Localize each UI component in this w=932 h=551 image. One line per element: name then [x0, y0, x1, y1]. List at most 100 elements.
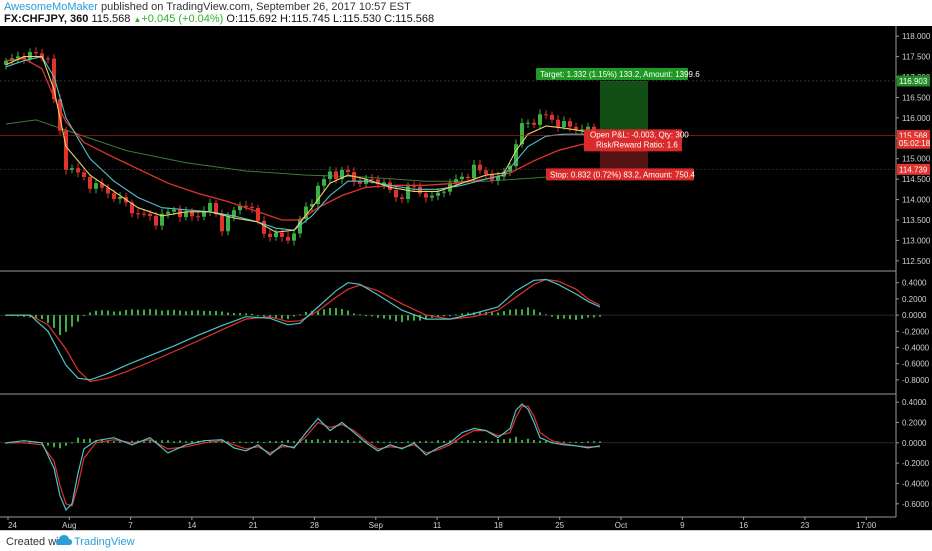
up-arrow-icon: ▲ [133, 15, 142, 24]
price-tick-label: 113.500 [902, 216, 931, 225]
macd-histogram-bar [95, 310, 97, 316]
candle [256, 207, 260, 221]
osc-histogram-bar [53, 442, 55, 448]
candle [250, 206, 254, 208]
osc-histogram-bar [59, 442, 61, 449]
macd-histogram-bar [203, 310, 205, 316]
macd-histogram-bar [77, 315, 79, 322]
macd-histogram-bar [233, 312, 235, 316]
osc-histogram-bar [431, 441, 433, 443]
macd-histogram-bar [209, 311, 211, 316]
candle [280, 232, 284, 237]
macd-histogram-bar [407, 315, 409, 321]
candle [370, 178, 374, 180]
candle [64, 130, 68, 170]
price-badge-label: 05:02:18 [899, 139, 931, 148]
macd-histogram-bar [533, 309, 535, 316]
macd-histogram-bar [341, 309, 343, 316]
candle [220, 214, 224, 232]
price-tick-label: 114.500 [902, 175, 931, 184]
macd-histogram-bar [413, 315, 415, 321]
x-tick-label: 24 [8, 521, 17, 530]
osc-histogram-bar [275, 441, 277, 443]
candle [406, 186, 410, 199]
oscillator-tick-label: -0.2000 [902, 459, 930, 468]
candle [142, 213, 146, 215]
macd-histogram-bar [497, 312, 499, 316]
candle [28, 52, 32, 60]
osc-histogram-bar [527, 438, 529, 443]
macd-histogram-bar [365, 315, 367, 317]
osc-histogram-bar [131, 440, 133, 443]
macd-signal-line [6, 278, 601, 383]
candle [430, 195, 434, 198]
macd-histogram-bar [305, 311, 307, 316]
osc-histogram-bar [353, 441, 355, 443]
osc-histogram-bar [65, 442, 67, 446]
candle [424, 193, 428, 198]
candle [136, 213, 140, 215]
candle [190, 211, 194, 217]
osc-histogram-bar [263, 441, 265, 443]
osc-histogram-bar [449, 440, 451, 443]
macd-histogram-bar [83, 315, 85, 317]
macd-histogram-bar [35, 315, 37, 319]
osc-histogram-bar [335, 440, 337, 443]
publish-info: published on TradingView.com, September … [101, 1, 411, 13]
chart-canvas[interactable]: 118.000117.500117.000116.500116.000115.5… [0, 26, 932, 530]
osc-histogram-bar [329, 439, 331, 443]
osc-histogram-bar [371, 441, 373, 443]
candle [562, 121, 566, 127]
macd-histogram-bar [479, 312, 481, 316]
candle [436, 192, 440, 196]
cloud-icon [56, 535, 72, 545]
candle [82, 172, 86, 177]
macd-histogram-bar [467, 312, 469, 316]
macd-histogram-bar [167, 310, 169, 316]
candle [130, 202, 134, 214]
macd-histogram-bar [569, 315, 571, 320]
macd-histogram-bar [287, 315, 289, 320]
macd-histogram-bar [125, 309, 127, 316]
candle [454, 179, 458, 183]
oscillator-tick-label: -0.6000 [902, 500, 930, 509]
macd-histogram-bar [551, 315, 553, 317]
author-link[interactable]: AwesomeMoMaker [4, 1, 98, 13]
x-tick-label: 7 [128, 521, 133, 530]
x-tick-label: Aug [62, 521, 76, 530]
macd-histogram-bar [461, 313, 463, 316]
candle [112, 193, 116, 199]
osc-histogram-bar [317, 439, 319, 443]
last-price: 115.568 [91, 13, 131, 25]
macd-histogram-bar [227, 312, 229, 316]
macd-histogram-bar [41, 315, 43, 320]
candle [160, 213, 164, 226]
candle [58, 99, 62, 131]
candle [196, 216, 200, 218]
macd-histogram-bar [173, 309, 175, 316]
osc-histogram-bar [503, 439, 505, 443]
x-tick-label: 28 [310, 521, 319, 530]
candle [274, 232, 278, 238]
macd-histogram-bar [185, 311, 187, 316]
ema-slow-line [5, 57, 601, 221]
osc-histogram-bar [323, 440, 325, 443]
chart-header: AwesomeMoMaker published on TradingView.… [0, 0, 932, 26]
tradingview-logo[interactable]: TradingView [56, 534, 135, 548]
candle [496, 176, 500, 181]
candle [466, 176, 470, 179]
osc-histogram-bar [77, 437, 79, 443]
candle [202, 211, 206, 217]
candle [418, 186, 422, 194]
oscillator-tick-label: 0.4000 [902, 398, 927, 407]
candle [172, 209, 176, 212]
macd-histogram-bar [587, 315, 589, 318]
osc-histogram-bar [593, 441, 595, 443]
candle [40, 53, 44, 59]
osc-histogram-bar [83, 439, 85, 443]
price-tick-label: 112.500 [902, 257, 931, 266]
osc-histogram-bar [395, 441, 397, 443]
ema-fast-line [5, 56, 601, 233]
macd-tick-label: 0.4000 [902, 279, 927, 288]
x-tick-label: 16 [739, 521, 748, 530]
